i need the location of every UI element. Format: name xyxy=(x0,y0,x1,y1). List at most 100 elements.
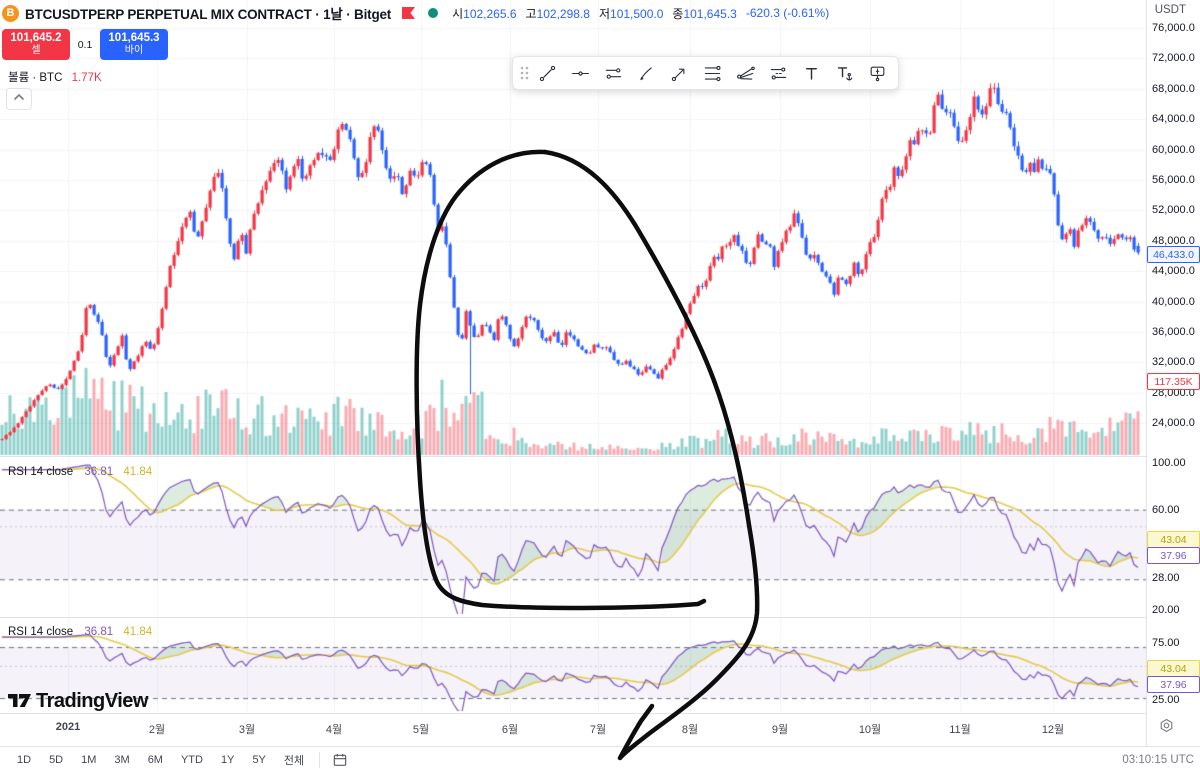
market-status-dot xyxy=(428,8,438,18)
price-tick-label: 52,000.0 xyxy=(1152,204,1195,216)
price-tick-label: 68,000.0 xyxy=(1152,83,1195,95)
tradingview-logo[interactable]: TradingView xyxy=(6,686,148,717)
rsi-ma-value: 41.84 xyxy=(123,626,152,638)
rsi1-ma-badge: 43.04 xyxy=(1147,531,1200,548)
price-label-icon[interactable] xyxy=(861,59,894,87)
price-tick-label: 48,000.0 xyxy=(1152,235,1195,247)
month-label: 10월 xyxy=(848,721,892,737)
month-label: 2월 xyxy=(135,721,179,737)
brush-icon[interactable] xyxy=(630,59,663,87)
rsi-ma-value: 41.84 xyxy=(123,466,152,478)
volume-legend: 볼륨 · BTC 1.77K xyxy=(8,69,102,85)
order-buttons: 101,645.2 셀 0.1 101,645.3 바이 xyxy=(2,29,168,60)
gear-icon[interactable] xyxy=(1158,717,1175,739)
rsi-value: 36.81 xyxy=(84,626,113,638)
rsi-panel2-legend: RSI 14 close 36.81 41.84 xyxy=(8,626,152,638)
clock[interactable]: 03:10:15 UTC xyxy=(1122,754,1194,766)
price-tick-label: 72,000.0 xyxy=(1152,52,1195,64)
chart-canvas[interactable] xyxy=(0,0,1146,713)
tradingview-logo-text: TradingView xyxy=(36,690,148,713)
rsi-legend-label: RSI 14 close xyxy=(8,466,73,478)
drawing-toolbar xyxy=(512,56,899,90)
sell-button[interactable]: 101,645.2 셀 xyxy=(2,29,70,60)
toolbar-divider xyxy=(319,752,320,768)
horizontal-line-icon[interactable] xyxy=(564,59,597,87)
anchored-text-icon[interactable] xyxy=(828,59,861,87)
rsi1-tick-label: 28.00 xyxy=(1152,572,1180,584)
range-button-5y[interactable]: 5Y xyxy=(243,751,274,769)
month-label: 4월 xyxy=(312,721,356,737)
open-label: 시 xyxy=(452,7,463,21)
volume-value-badge: 117.35K xyxy=(1147,373,1200,390)
low-label: 저 xyxy=(599,7,610,21)
pitchfork-icon[interactable] xyxy=(729,59,762,87)
price-tick-label: 64,000.0 xyxy=(1152,113,1195,125)
price-tick-label: 24,000.0 xyxy=(1152,417,1195,429)
open-value: 102,265.6 xyxy=(463,7,516,21)
month-label: 6월 xyxy=(488,721,532,737)
price-tick-label: 56,000.0 xyxy=(1152,174,1195,186)
rsi-value: 36.81 xyxy=(84,466,113,478)
price-tick-label: 60,000.0 xyxy=(1152,144,1195,156)
fib-retracement-icon[interactable] xyxy=(696,59,729,87)
price-tick-label: 44,000.0 xyxy=(1152,265,1195,277)
range-button-1d[interactable]: 1D xyxy=(8,751,40,769)
month-label: 11월 xyxy=(938,721,982,737)
range-button-3m[interactable]: 3M xyxy=(105,751,138,769)
buy-price: 101,645.3 xyxy=(108,32,159,45)
month-label: 2021 xyxy=(46,721,90,733)
info-line-icon[interactable] xyxy=(597,59,630,87)
rsi-panel1-legend: RSI 14 close 36.81 41.84 xyxy=(8,466,152,478)
trend-line-icon[interactable] xyxy=(531,59,564,87)
volume-legend-value: 1.77K xyxy=(72,72,102,84)
drag-handle-icon[interactable] xyxy=(517,63,531,83)
calendar-icon[interactable] xyxy=(326,750,354,770)
month-label: 9월 xyxy=(758,721,802,737)
rsi2-rsi-badge: 37.96 xyxy=(1147,676,1200,693)
flag-icon[interactable] xyxy=(401,6,416,20)
close-label: 종 xyxy=(672,7,683,21)
range-button-5d[interactable]: 5D xyxy=(40,751,72,769)
symbol-title[interactable]: BTCUSDTPERP PERPETUAL MIX CONTRACT · 1날 … xyxy=(25,3,391,23)
price-change: -620.3 (-0.61%) xyxy=(746,6,829,20)
ohlc-values: 시102,265.6 고102,298.8 저101,500.0 종101,64… xyxy=(452,5,829,22)
range-button-1y[interactable]: 1Y xyxy=(212,751,243,769)
pane-separator[interactable] xyxy=(0,456,1200,457)
chevron-up-icon xyxy=(12,90,26,108)
rsi1-rsi-badge: 37.96 xyxy=(1147,547,1200,564)
price-axis[interactable]: 76,000.0 72,000.0 68,000.0 64,000.0 60,000.0… xyxy=(1146,0,1200,746)
btc-coin-icon: B xyxy=(2,5,19,22)
spread-value: 0.1 xyxy=(70,39,100,51)
low-value: 101,500.0 xyxy=(610,7,663,21)
rsi1-tick-label: 20.00 xyxy=(1152,604,1180,616)
rsi-legend-label: RSI 14 close xyxy=(8,626,73,638)
text-icon[interactable] xyxy=(795,59,828,87)
pane-separator xyxy=(0,713,1200,714)
rsi1-tick-label: 60.00 xyxy=(1152,504,1180,516)
month-label: 5월 xyxy=(399,721,443,737)
rsi2-tick-label: 25.00 xyxy=(1152,694,1180,706)
pane-separator[interactable] xyxy=(0,617,1200,618)
rsi2-ma-badge: 43.04 xyxy=(1147,660,1200,677)
sell-label: 셀 xyxy=(31,45,40,57)
price-tick-label: 76,000.0 xyxy=(1152,22,1195,34)
rsi1-tick-label: 100.00 xyxy=(1152,457,1186,469)
month-label: 7월 xyxy=(576,721,620,737)
last-price-badge: 46,433.0 xyxy=(1147,246,1200,263)
volume-legend-label: 볼륨 · BTC xyxy=(8,72,62,84)
range-button-ytd[interactable]: YTD xyxy=(172,751,212,769)
tradingview-logo-icon xyxy=(6,686,32,717)
range-button-전체[interactable]: 전체 xyxy=(275,749,313,771)
price-tick-label: 32,000.0 xyxy=(1152,356,1195,368)
symbol-header: B BTCUSDTPERP PERPETUAL MIX CONTRACT · 1… xyxy=(0,0,1146,26)
collapse-panel-button[interactable] xyxy=(6,88,32,110)
range-button-6m[interactable]: 6M xyxy=(139,751,172,769)
buy-button[interactable]: 101,645.3 바이 xyxy=(100,29,168,60)
close-value: 101,645.3 xyxy=(683,7,736,21)
parallel-channel-icon[interactable] xyxy=(762,59,795,87)
sell-price: 101,645.2 xyxy=(10,32,61,45)
buy-label: 바이 xyxy=(125,45,143,57)
range-button-1m[interactable]: 1M xyxy=(72,751,105,769)
arrow-icon[interactable] xyxy=(663,59,696,87)
